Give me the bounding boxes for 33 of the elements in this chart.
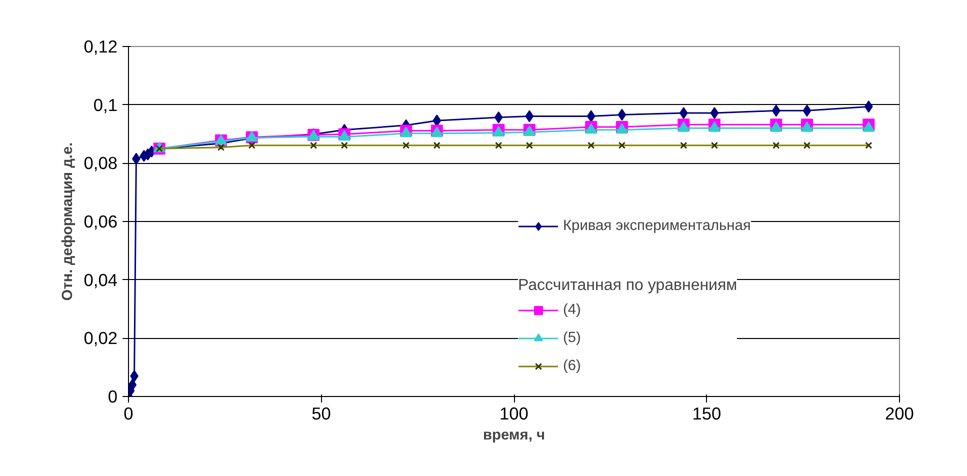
point (678, 121, 690, 132)
y-tick-label: 0 (108, 386, 118, 406)
point (710, 107, 719, 119)
x-tick-label: 0 (124, 404, 134, 424)
point (802, 104, 812, 117)
legend-label: Кривая экспериментальная (563, 218, 751, 234)
x-tick-label: 150 (692, 404, 722, 424)
y-tick-label: 0,06 (84, 212, 118, 232)
x-tick-label: 50 (312, 404, 331, 424)
y-tick-label: 0,02 (84, 328, 118, 348)
point (772, 104, 780, 117)
legend-label: (5) (563, 330, 582, 346)
y-tick-label: 0,04 (84, 270, 118, 290)
x-tick-label: 200 (885, 404, 914, 424)
point (525, 110, 534, 122)
y-tick-label: 0,08 (84, 153, 118, 174)
y-tick-label: 0,1 (93, 94, 118, 115)
legend-title: Рассчитанная по уравнениям (518, 277, 738, 295)
point (864, 100, 873, 113)
point (770, 121, 782, 132)
point (586, 110, 596, 122)
legend-label: (4) (563, 302, 582, 318)
point (708, 121, 720, 132)
point (862, 121, 875, 132)
y-axis-title: Отн. деформация д.е. (60, 142, 76, 301)
legend-label: (6) (563, 358, 582, 374)
point (800, 121, 813, 132)
point (494, 111, 503, 124)
point (618, 108, 626, 121)
point (679, 107, 688, 119)
x-axis-title: время, ч (483, 428, 545, 444)
x-tick-label: 100 (500, 404, 528, 424)
y-tick-label: 0,12 (84, 36, 118, 56)
